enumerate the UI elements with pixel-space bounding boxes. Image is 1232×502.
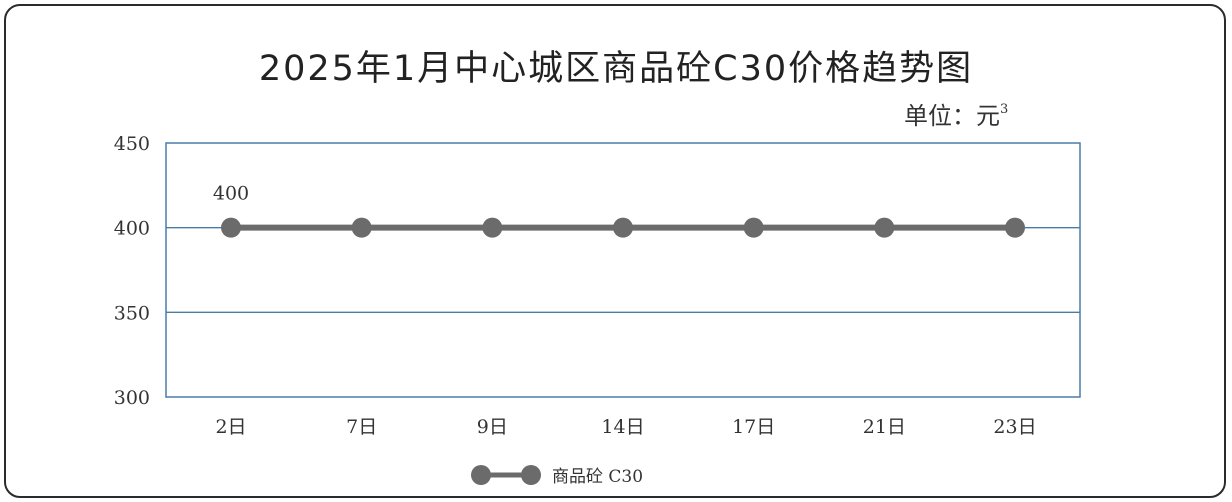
y-tick-label: 400: [114, 218, 150, 240]
x-tick-label: 21日: [863, 416, 906, 438]
data-point: [874, 217, 895, 238]
unit-label: 单位：元3: [904, 96, 1008, 131]
data-point: [1005, 217, 1025, 238]
data-point: [221, 217, 241, 238]
data-point: [613, 217, 633, 238]
legend-label: 商品砼 C30: [552, 467, 643, 487]
x-tick-label: 7日: [346, 416, 377, 438]
unit-superscript: 3: [1000, 102, 1009, 117]
y-tick-label: 350: [114, 302, 150, 324]
unit-text: 单位：元: [904, 102, 1000, 130]
x-tick-label: 17日: [732, 416, 775, 438]
chart-title: 2025年1月中心城区商品砼C30价格趋势图: [258, 49, 974, 89]
x-tick-label: 23日: [993, 416, 1036, 438]
x-tick-label: 9日: [477, 416, 508, 438]
y-tick-label: 300: [114, 387, 150, 409]
data-point: [351, 217, 372, 238]
y-tick-label: 450: [114, 133, 150, 155]
legend-marker-right: [521, 465, 541, 485]
x-tick-label: 14日: [601, 416, 644, 438]
legend-marker-left: [471, 465, 491, 485]
x-tick-label: 2日: [215, 416, 246, 438]
chart-frame: [4, 4, 1226, 498]
data-point: [743, 217, 764, 238]
plot-area-border: [165, 142, 1081, 398]
data-label: 400: [213, 183, 249, 205]
data-point: [482, 217, 503, 238]
